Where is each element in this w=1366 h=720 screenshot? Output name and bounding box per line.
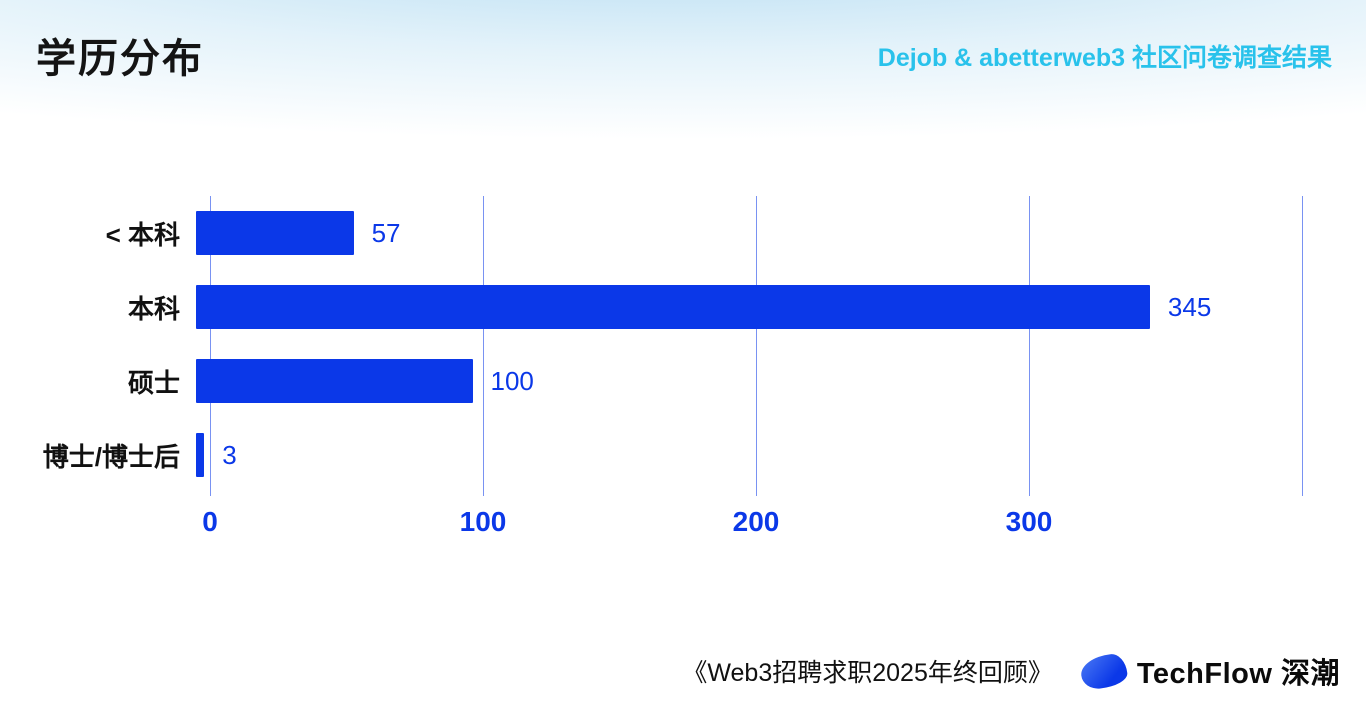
techflow-logo-icon [1079, 652, 1129, 690]
bar-track: 100 [196, 344, 1302, 418]
footer: 《Web3招聘求职2025年终回顾》 TechFlow 深潮 [682, 650, 1340, 692]
chart-row: 博士/博士后 3 [0, 418, 1366, 492]
survey-subtitle: Dejob & abetterweb3 社区问卷调查结果 [877, 44, 1332, 72]
bar-chart: < 本科 57 本科 345 硕士 100 博士/博士后 3 0 100 200 300 [0, 196, 1366, 548]
x-tick-label: 0 [202, 506, 218, 537]
bar-track: 3 [196, 418, 1302, 492]
bar-track: 57 [196, 196, 1302, 270]
bar-value-label: 345 [1167, 291, 1212, 322]
category-label: 硕士 [127, 367, 180, 398]
chart-row: 硕士 100 [0, 344, 1366, 418]
brand-name: TechFlow 深潮 [1136, 658, 1340, 690]
x-tick-label: 200 [732, 506, 780, 537]
x-tick-label: 100 [459, 506, 507, 537]
category-label: 博士/博士后 [42, 441, 180, 472]
category-label: < 本科 [105, 219, 180, 250]
bar [196, 285, 1150, 329]
bar-value-label: 57 [371, 217, 401, 248]
chart-row: 本科 345 [0, 270, 1366, 344]
category-label: 本科 [127, 293, 180, 324]
chart-rows: < 本科 57 本科 345 硕士 100 博士/博士后 3 [0, 196, 1366, 492]
chart-row: < 本科 57 [0, 196, 1366, 270]
bar-track: 345 [196, 270, 1302, 344]
brand: TechFlow 深潮 [1079, 650, 1340, 692]
x-axis: 0 100 200 300 [202, 506, 1302, 548]
bar-value-label: 100 [490, 365, 534, 396]
page-title: 学历分布 [36, 37, 204, 81]
source-text: 《Web3招聘求职2025年终回顾》 [682, 659, 1053, 687]
bar [196, 359, 473, 403]
bar-value-label: 3 [222, 439, 237, 470]
bar [196, 433, 205, 477]
bar [196, 211, 354, 255]
x-tick-label: 300 [1005, 506, 1053, 537]
